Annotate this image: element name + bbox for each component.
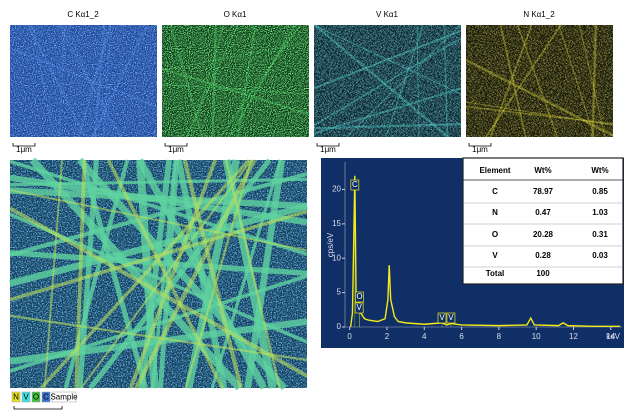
- x-axis-label: keV: [606, 332, 620, 341]
- element-maps: C Kα1_2 1μm O Kα1 1μm V Kα1 1μm N Kα1_2 1μm: [10, 10, 613, 154]
- scale-label: 1μm: [472, 145, 488, 154]
- scale-label: 1μm: [320, 145, 336, 154]
- table-cell: Total: [486, 269, 505, 278]
- map-label: O Kα1: [224, 10, 247, 19]
- y-tick-label: 15: [332, 219, 341, 228]
- map-label: V Kα1: [376, 10, 399, 19]
- table-header: Element: [479, 166, 510, 175]
- table-cell: 0.85: [592, 187, 608, 196]
- table-header: Wt%: [591, 166, 608, 175]
- legend-label: Sample: [50, 393, 78, 402]
- legend-label: N: [13, 393, 19, 402]
- x-tick-label: 12: [569, 332, 578, 341]
- map-noise: [10, 25, 157, 137]
- x-tick-label: 10: [532, 332, 541, 341]
- y-tick-label: 20: [332, 185, 341, 194]
- scale-bar: [14, 406, 62, 409]
- x-tick-label: 6: [459, 332, 464, 341]
- legend-label: C: [43, 393, 49, 402]
- figure: C Kα1_21μmO Kα11μmV Kα11μmN Kα1_21μm NVO…: [0, 0, 624, 411]
- map-noise: [466, 25, 613, 137]
- table-cell: 0.47: [535, 208, 551, 217]
- x-tick-label: 4: [422, 332, 427, 341]
- table-cell: V: [492, 251, 498, 260]
- y-axis-label: cps/eV: [326, 232, 335, 257]
- table-cell: 0.03: [592, 251, 608, 260]
- map-noise: [162, 25, 309, 137]
- map-label: C Kα1_2: [67, 10, 99, 19]
- composition-table: Element Wt% Wt% C 78.97 0.85 N 0.47 1.03 O 20.28 0.…: [463, 158, 623, 284]
- table-cell: C: [492, 187, 498, 196]
- peak-label: V: [448, 313, 454, 322]
- x-tick-label: 2: [385, 332, 390, 341]
- table-cell: 100: [536, 269, 550, 278]
- table-cell: 78.97: [533, 187, 554, 196]
- table-cell: N: [492, 208, 498, 217]
- scale-label: 1μm: [16, 145, 32, 154]
- legend-label: O: [33, 393, 39, 402]
- table-header: Wt%: [534, 166, 551, 175]
- table-cell: 20.28: [533, 230, 554, 239]
- peak-label: C: [352, 180, 358, 189]
- table-cell: 0.28: [535, 251, 551, 260]
- peak-label: O: [356, 292, 362, 301]
- table-cell: 0.31: [592, 230, 608, 239]
- x-tick-label: 0: [347, 332, 352, 341]
- table-cell: 1.03: [592, 208, 608, 217]
- table-cell: O: [492, 230, 498, 239]
- scale-label: 1μm: [168, 145, 184, 154]
- y-tick-label: 5: [337, 288, 342, 297]
- y-tick-label: 0: [337, 322, 342, 331]
- map-noise: [314, 25, 461, 137]
- x-tick-label: 8: [497, 332, 502, 341]
- peak-label: V: [439, 313, 445, 322]
- legend-label: V: [23, 393, 29, 402]
- map-label: N Kα1_2: [523, 10, 555, 19]
- peak-label: V: [357, 303, 363, 312]
- table-box: [463, 158, 623, 284]
